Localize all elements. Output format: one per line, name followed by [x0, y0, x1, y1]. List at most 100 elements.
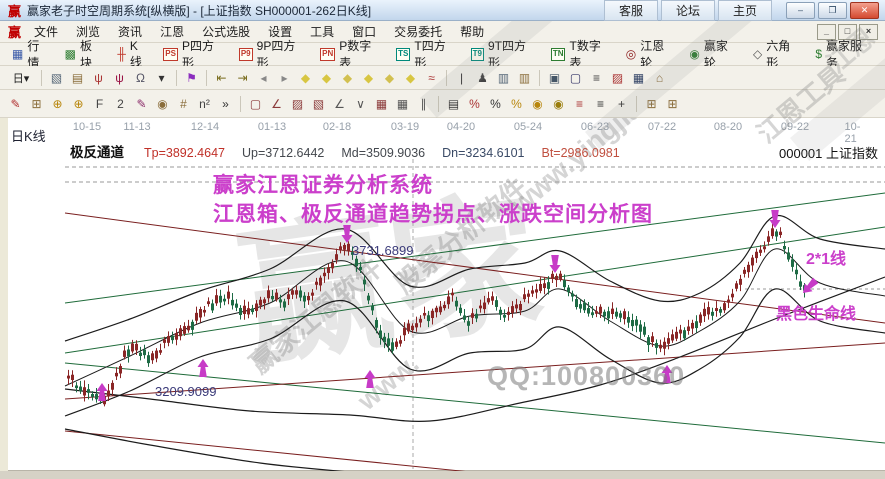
gann-arrow-3-icon[interactable]: ◆ — [342, 70, 353, 85]
forum-button[interactable]: 论坛 — [660, 0, 715, 21]
flask-icon[interactable]: Ω — [136, 70, 145, 85]
note-icon[interactable]: ▤ — [71, 70, 84, 85]
menu-item-8[interactable]: 窗口 — [352, 24, 377, 39]
menu-item-9[interactable]: 交易委托 — [394, 24, 443, 39]
more-tools-icon[interactable]: » — [222, 96, 229, 111]
percent-7-icon[interactable]: % — [469, 96, 480, 111]
date-tick: 02-18 — [322, 121, 352, 133]
gann-arrow-4-icon[interactable]: ◆ — [363, 70, 374, 85]
date-axis: 10-15 11-13 12-14 01-13 02-18 03-19 04-20 05-24… — [0, 121, 885, 145]
gann-arrow-2-icon[interactable]: ◆ — [321, 70, 332, 85]
separator — [539, 69, 540, 86]
sectors-button[interactable]: ▩ 板块 — [58, 39, 111, 70]
titlebar-buttons: 客服 论坛 主页 — [601, 0, 772, 21]
fan-box2-icon[interactable]: ▧ — [312, 96, 325, 111]
gann-grid-f-icon[interactable]: F — [95, 96, 104, 111]
mini-kline-icon[interactable]: ≈ — [428, 70, 435, 85]
avg-line-icon[interactable]: ≡ — [596, 96, 604, 111]
calc-icon[interactable]: ▣ — [548, 70, 561, 85]
candle-3-icon[interactable]: ψ — [94, 70, 103, 85]
p-square-button[interactable]: PS P四方形 — [156, 39, 232, 70]
analyst-icon[interactable]: ♟ — [477, 70, 488, 85]
winner-service-button[interactable]: $ 赢家服务 — [808, 39, 880, 70]
gann-grid-gold-icon[interactable]: ⊕ — [52, 96, 63, 111]
gann-n2-icon[interactable]: n² — [199, 96, 210, 111]
winner-wheel-button[interactable]: ◉ 赢家轮 — [682, 39, 746, 70]
box-tool-icon[interactable]: ▢ — [249, 96, 262, 111]
quotes-button[interactable]: ▦ 行情 — [5, 39, 58, 70]
monitor-icon[interactable]: ▢ — [569, 70, 582, 85]
menu-item-7[interactable]: 工具 — [310, 24, 335, 39]
screen-icon[interactable]: ▧ — [50, 70, 63, 85]
mdi-restore-button[interactable]: □ — [838, 23, 857, 40]
nav-next-icon[interactable]: ▸ — [281, 70, 288, 85]
flag-icon[interactable]: ⚑ — [186, 70, 197, 85]
menu-item-2[interactable]: 浏览 — [76, 24, 101, 39]
kline-button[interactable]: ╫ K线 — [110, 39, 156, 69]
v-tool-icon[interactable]: ∨ — [356, 96, 365, 111]
grid-box2-icon[interactable]: ▦ — [396, 96, 409, 111]
gann-arrow-6-icon[interactable]: ◆ — [405, 70, 416, 85]
period-day-select-icon[interactable]: 日▾ — [12, 72, 30, 85]
grid-box-icon[interactable]: ▦ — [375, 96, 388, 111]
mdi-close-button[interactable]: × — [859, 23, 878, 40]
plus-tool-icon[interactable]: + — [617, 96, 625, 111]
menu-item-6[interactable]: 设置 — [268, 24, 293, 39]
maximize-button[interactable]: ❐ — [818, 1, 847, 19]
photo1-icon[interactable]: ▥ — [497, 70, 510, 85]
9p-square-icon: P9 — [238, 47, 253, 61]
separator — [41, 69, 42, 86]
percent-table-icon[interactable]: ▤ — [447, 96, 460, 111]
grid-a-icon[interactable]: ⊞ — [646, 96, 657, 111]
nav-prev-icon[interactable]: ◂ — [260, 70, 267, 85]
picture-icon[interactable]: ▨ — [611, 70, 624, 85]
menu-item-4[interactable]: 江恩 — [160, 24, 185, 39]
percent-line-icon[interactable]: % — [511, 96, 522, 111]
nav-first-icon[interactable]: ⇤ — [216, 70, 227, 85]
nav-last-icon[interactable]: ⇥ — [237, 70, 248, 85]
marker-pen-icon[interactable]: ✎ — [136, 96, 147, 111]
9p-square-button[interactable]: P9 9P四方形 — [232, 39, 313, 70]
dropdown-icon[interactable]: ▾ — [158, 70, 165, 85]
hexagon-button[interactable]: ◇ 六角形 — [746, 39, 808, 70]
gann-hash-icon[interactable]: # — [180, 96, 187, 111]
gann-grid-gold2-icon[interactable]: ⊕ — [73, 96, 84, 111]
home-button[interactable]: 主页 — [717, 0, 772, 21]
separator — [446, 69, 447, 86]
gann-arrow-5-icon[interactable]: ◆ — [384, 70, 395, 85]
menu-item-5[interactable]: 公式选股 — [202, 24, 251, 39]
t-number-table-button[interactable]: TN T数字表 — [544, 39, 619, 70]
service-button[interactable]: 客服 — [603, 0, 658, 21]
gold-coin2-icon[interactable]: ◉ — [553, 96, 564, 111]
list-icon[interactable]: ≡ — [592, 70, 600, 85]
t-square-button[interactable]: TS T四方形 — [389, 39, 463, 70]
photo2-icon[interactable]: ▥ — [518, 70, 531, 85]
parallel-icon[interactable]: ∥ — [420, 96, 427, 111]
gold-coin-icon[interactable]: ◉ — [532, 96, 543, 111]
percent-icon[interactable]: % — [490, 96, 501, 111]
minimize-button[interactable]: – — [786, 1, 815, 19]
angle-tool-icon[interactable]: ∠ — [334, 96, 345, 111]
gann-arrow-1-icon[interactable]: ◆ — [300, 70, 311, 85]
candle-9-icon[interactable]: ψ — [115, 70, 124, 85]
gann-wheel-button[interactable]: ◎ 江恩轮 — [619, 39, 683, 70]
close-button[interactable]: ✕ — [850, 1, 879, 19]
fan-tool-icon[interactable]: ∠ — [271, 96, 282, 111]
menu-item-10[interactable]: 帮助 — [460, 24, 485, 39]
gann-grid-2-icon[interactable]: 2 — [117, 96, 124, 111]
grid-b-icon[interactable]: ⊞ — [667, 96, 678, 111]
gann-grid-icon[interactable]: ⊞ — [31, 96, 42, 111]
fan-box-icon[interactable]: ▨ — [291, 96, 304, 111]
mdi-minimize-button[interactable]: _ — [817, 23, 836, 40]
menu-item-3[interactable]: 资讯 — [118, 24, 143, 39]
p-number-table-button[interactable]: PN P数字表 — [313, 39, 389, 70]
menu-item-1[interactable]: 文件 — [34, 24, 59, 39]
door-icon[interactable]: ⌂ — [655, 70, 664, 85]
draw-pen-icon[interactable]: ✎ — [10, 96, 21, 111]
hexagram-icon[interactable]: ≡ — [575, 96, 583, 111]
kline-chart[interactable] — [0, 117, 885, 471]
vline-icon[interactable]: | — [459, 70, 464, 85]
board-icon[interactable]: ▦ — [632, 70, 645, 85]
9t-square-button[interactable]: T9 9T四方形 — [464, 39, 544, 70]
gann-circle-icon[interactable]: ◉ — [157, 96, 168, 111]
